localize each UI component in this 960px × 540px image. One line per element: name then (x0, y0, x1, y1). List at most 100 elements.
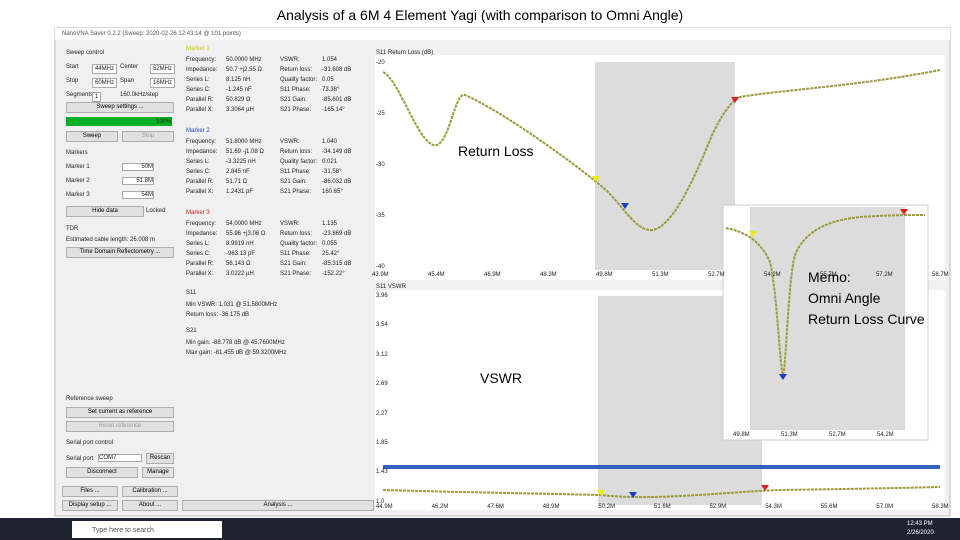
field-label: Quality factor: (280, 77, 318, 83)
field-label: Series C: (186, 251, 211, 257)
x-tick-label: 46.2M (431, 504, 449, 510)
y-tick-label: 1.0 (376, 498, 385, 505)
field-value: 0.021 (322, 159, 338, 165)
field-label: Parallel R: (186, 261, 214, 267)
button[interactable]: Hide data (66, 206, 144, 217)
x-tick-label: 43.9M (372, 272, 389, 278)
button[interactable]: Sweep settings ... (66, 102, 174, 113)
button[interactable]: Calibration ... (122, 486, 178, 497)
return-loss-curve (382, 69, 941, 232)
sweep-field: 60MHz (92, 78, 118, 88)
button[interactable]: Sweep (66, 131, 118, 142)
field-value: 50.0000 MHz (226, 57, 262, 63)
x-tick-label: 51.3M (781, 432, 798, 438)
field-value: 8.125 nH (226, 77, 251, 83)
field-value: 0.055 (322, 241, 338, 247)
marker-3 (731, 97, 739, 103)
field-value: 8.9919 nH (226, 241, 254, 247)
field-value: 1.054 (322, 57, 338, 63)
title-bar (55, 28, 950, 40)
group-heading: Markers (66, 150, 88, 156)
omni-curve (725, 214, 926, 377)
y-tick-label: 3.54 (376, 322, 388, 329)
button[interactable]: Disconnect (66, 467, 138, 478)
field-label: Parallel X: (186, 107, 214, 113)
vswr-curve (382, 486, 941, 499)
group-heading: S11 (186, 290, 197, 296)
field-label: S21 Gain: (280, 179, 307, 185)
button[interactable]: Files ... (62, 486, 118, 497)
field-value: 1.2431 pF (226, 189, 254, 195)
annotation: Omni Angle (808, 290, 881, 306)
field-label: S21 Phase: (280, 271, 312, 277)
annotation: Memo: (808, 269, 851, 285)
button[interactable]: Display setup ... (62, 500, 118, 511)
summary: Min VSWR: 1.031 @ 51.5800MHz (186, 302, 278, 308)
group-heading: Sweep control (66, 50, 105, 56)
y-tick-label: -35 (376, 213, 385, 219)
field-value: -31.608 dB (322, 67, 352, 73)
field-value: 51.69 -j1.08 Ω (226, 149, 264, 155)
field-label: Frequency: (186, 57, 217, 63)
progress-bar (66, 117, 172, 126)
field-label: Series L: (186, 77, 210, 83)
button[interactable]: Stop (122, 131, 174, 142)
button[interactable]: Manage (142, 467, 174, 478)
sweep-band (750, 207, 905, 430)
field-value: 51.71 Ω (226, 179, 248, 185)
marker-label: Marker 3 (66, 192, 90, 198)
field-label: Frequency: (186, 139, 217, 145)
sweep-field: 16MHz (150, 78, 176, 88)
marker-heading: Marker 1 (186, 46, 210, 52)
x-tick-label: 48.9M (542, 504, 560, 510)
button[interactable]: Rescan (146, 453, 174, 464)
taskbar (0, 518, 960, 540)
x-tick-label: 47.6M (487, 504, 504, 510)
field-label: Parallel R: (186, 97, 214, 103)
field-value: -31.58° (322, 169, 342, 175)
marker-2 (629, 492, 637, 498)
marker-input: 51.8M (122, 177, 154, 185)
x-tick-label: 48.3M (540, 272, 557, 278)
y-tick-label: -25 (376, 111, 385, 117)
field-label: S21 Phase: (280, 189, 312, 195)
marker-1 (749, 231, 757, 237)
page-title: Analysis of a 6M 4 Element Yagi (with co… (276, 7, 684, 23)
button[interactable]: Reset reference (66, 421, 174, 432)
field-value: 2.845 nF (226, 169, 250, 175)
field-value: 3.3064 µH (226, 107, 254, 113)
group-heading: Serial port control (66, 440, 114, 446)
x-tick-label: 55.7M (820, 272, 837, 278)
sweep-field: Span (120, 78, 135, 84)
annotation: Return Loss (458, 143, 534, 159)
x-tick-label: 57.0M (876, 504, 894, 510)
sweep-field: Segments (66, 92, 94, 98)
x-tick-label: 51.3M (652, 272, 669, 278)
field-value: -152.22° (322, 271, 345, 277)
x-tick-label: 55.6M (820, 504, 838, 510)
marker-3 (900, 209, 908, 215)
button[interactable]: Set current as reference (66, 407, 174, 418)
field-value: 50.829 Ω (226, 97, 251, 103)
field-label: Parallel X: (186, 189, 214, 195)
field-value: 55.96 +j3.06 Ω (226, 231, 266, 237)
field-value: 1.135 (322, 221, 338, 227)
field-label: Series L: (186, 159, 210, 165)
button[interactable]: Time Domain Reflectometry ... (66, 247, 174, 258)
sweep-field: Stop (66, 78, 79, 84)
button[interactable]: About ... (122, 500, 178, 511)
date: 2/26/2020 (907, 530, 934, 536)
sweep-band (595, 62, 735, 270)
field-label: Parallel R: (186, 179, 214, 185)
field-label: S11 Phase: (280, 251, 311, 257)
chart-title: S11 Return Loss (dB) (376, 50, 434, 56)
x-tick-label: 49.8M (596, 272, 613, 278)
sweep-field: 44MHz (92, 64, 118, 74)
field-label: Quality factor: (280, 159, 318, 165)
marker-input: 54M (122, 191, 154, 199)
y-tick-label: -40 (376, 264, 385, 270)
button[interactable]: Analysis ... (182, 500, 374, 511)
marker-heading: Marker 3 (186, 210, 210, 216)
field-value: -23.869 dB (322, 231, 352, 237)
